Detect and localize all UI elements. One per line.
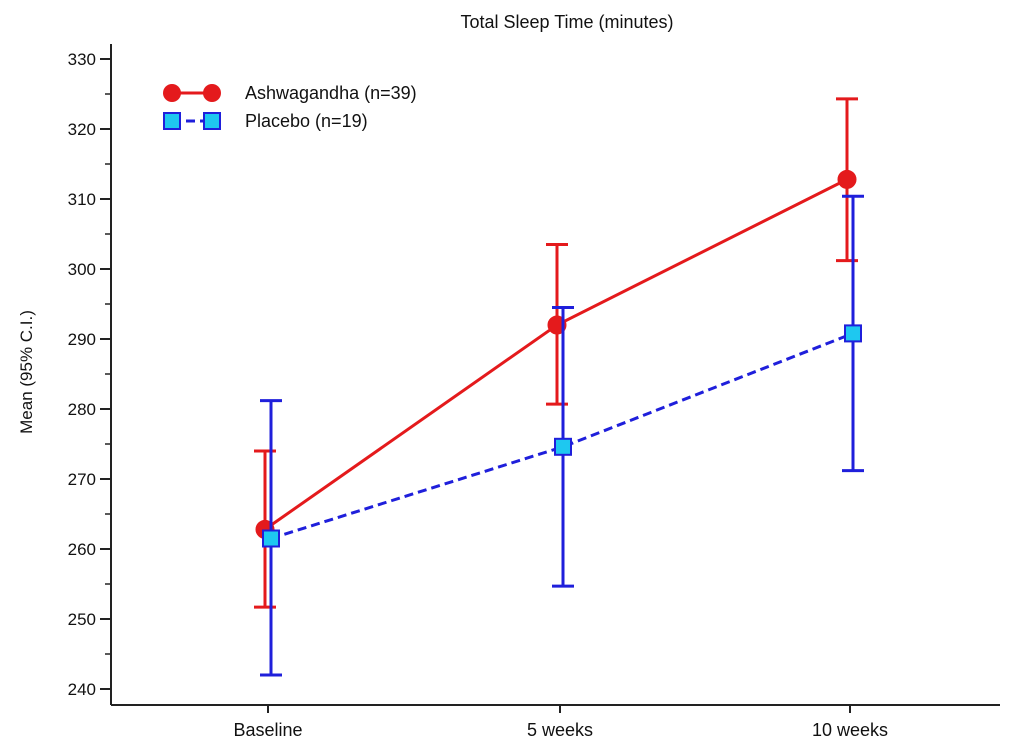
y-tick-label: 330 xyxy=(68,50,96,69)
x-tick-label: 10 weeks xyxy=(812,720,888,740)
y-tick-label: 270 xyxy=(68,470,96,489)
y-axis-ticks: 240 250 260 270 280 290 300 310 320 330 xyxy=(68,50,111,699)
y-tick-label: 310 xyxy=(68,190,96,209)
data-point xyxy=(837,169,857,189)
y-tick-label: 320 xyxy=(68,120,96,139)
y-tick-label: 290 xyxy=(68,330,96,349)
legend-marker xyxy=(203,84,221,102)
y-tick-label: 250 xyxy=(68,610,96,629)
y-tick-label: 300 xyxy=(68,260,96,279)
series-layer xyxy=(254,97,864,677)
legend-marker xyxy=(163,112,181,130)
legend-label: Ashwagandha (n=39) xyxy=(245,83,417,103)
y-axis-label: Mean (95% C.I.) xyxy=(17,310,36,434)
y-tick-label: 240 xyxy=(68,680,96,699)
series-ashwagandha xyxy=(254,97,858,609)
y-tick-label: 260 xyxy=(68,540,96,559)
data-point xyxy=(844,324,862,343)
series-placebo xyxy=(260,194,864,677)
legend-marker xyxy=(203,112,221,130)
series-line xyxy=(270,332,854,540)
x-axis-ticks: Baseline 5 weeks 10 weeks xyxy=(233,705,888,740)
x-tick-label: 5 weeks xyxy=(527,720,593,740)
legend-label: Placebo (n=19) xyxy=(245,111,368,131)
legend-marker xyxy=(163,84,181,102)
x-tick-label: Baseline xyxy=(233,720,302,740)
data-point xyxy=(262,529,280,548)
y-tick-label: 280 xyxy=(68,400,96,419)
legend: Ashwagandha (n=39) Placebo (n=19) xyxy=(163,83,417,131)
chart-title: Total Sleep Time (minutes) xyxy=(460,12,673,32)
data-point xyxy=(554,437,572,456)
